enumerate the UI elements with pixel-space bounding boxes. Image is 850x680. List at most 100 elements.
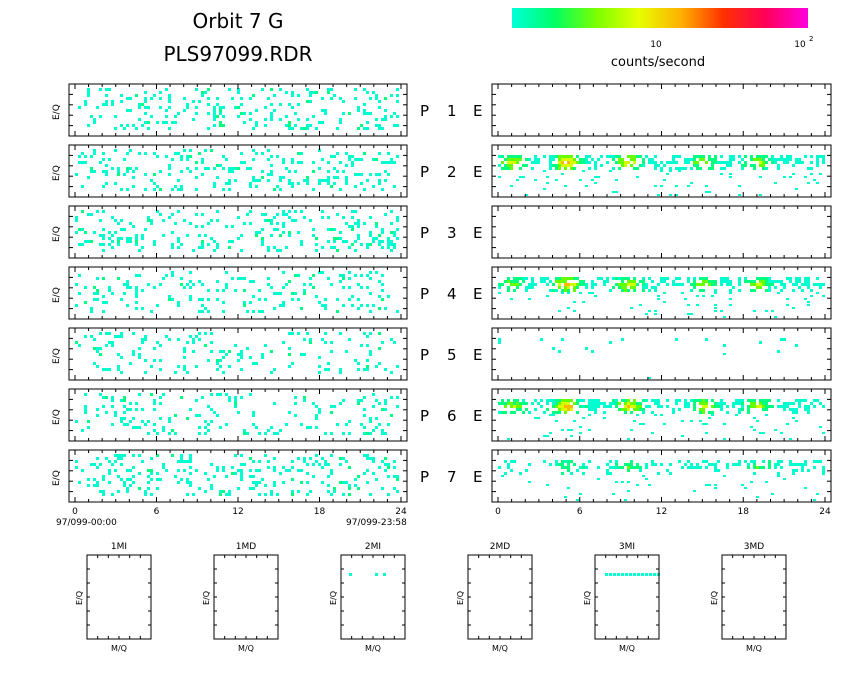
data-cell bbox=[138, 393, 141, 396]
data-cell bbox=[717, 469, 720, 472]
data-cell bbox=[624, 408, 627, 411]
data-cell bbox=[111, 405, 114, 408]
data-cell bbox=[360, 158, 363, 161]
data-cell bbox=[708, 484, 711, 486]
data-cell bbox=[150, 472, 153, 475]
data-cell bbox=[351, 210, 354, 213]
data-cell bbox=[339, 231, 342, 234]
data-cell bbox=[693, 399, 696, 402]
data-cell bbox=[333, 240, 336, 243]
data-cell bbox=[789, 277, 792, 280]
data-cell bbox=[792, 173, 795, 175]
data-cell bbox=[567, 466, 570, 469]
data-cell bbox=[366, 179, 369, 182]
data-cell bbox=[699, 158, 702, 161]
mass-panel-xlabel: M/Q bbox=[365, 644, 381, 653]
data-cell bbox=[291, 91, 294, 94]
data-cell bbox=[240, 396, 243, 399]
data-cell bbox=[390, 115, 393, 118]
data-cell bbox=[222, 490, 225, 493]
data-cell bbox=[285, 423, 288, 426]
data-cell bbox=[783, 405, 786, 408]
data-cell bbox=[126, 469, 129, 472]
data-cell bbox=[84, 240, 87, 243]
data-cell bbox=[576, 161, 579, 164]
data-cell bbox=[636, 167, 639, 170]
data-cell bbox=[612, 286, 615, 289]
data-cell bbox=[621, 283, 624, 286]
data-cell bbox=[504, 158, 507, 161]
data-cell bbox=[537, 402, 540, 405]
data-cell bbox=[396, 475, 399, 478]
data-cell bbox=[552, 164, 555, 167]
data-cell bbox=[624, 405, 627, 408]
data-cell bbox=[708, 158, 711, 161]
data-cell bbox=[111, 493, 114, 496]
data-cell bbox=[819, 173, 822, 175]
data-cell bbox=[624, 286, 627, 289]
data-cell bbox=[606, 277, 609, 280]
data-cell bbox=[99, 393, 102, 396]
row-label-p: P bbox=[420, 163, 429, 181]
data-cell bbox=[219, 112, 222, 115]
data-cell bbox=[390, 243, 393, 246]
data-cell bbox=[189, 222, 192, 225]
data-cell bbox=[357, 109, 360, 112]
data-cell bbox=[798, 161, 801, 164]
data-cell bbox=[177, 188, 180, 191]
data-cell bbox=[579, 158, 582, 161]
data-cell bbox=[210, 484, 213, 487]
data-cell bbox=[165, 155, 168, 158]
data-cell bbox=[330, 432, 333, 435]
data-cell bbox=[267, 429, 270, 432]
data-cell bbox=[795, 408, 798, 411]
data-cell bbox=[96, 289, 99, 292]
data-cell bbox=[711, 405, 714, 408]
data-cell bbox=[552, 155, 555, 158]
data-cell bbox=[777, 399, 780, 402]
data-cell bbox=[657, 164, 660, 167]
data-cell bbox=[273, 246, 276, 249]
data-cell bbox=[714, 289, 717, 292]
data-cell bbox=[378, 100, 381, 103]
data-cell bbox=[372, 393, 375, 396]
data-cell bbox=[285, 124, 288, 127]
data-cell bbox=[567, 289, 570, 292]
data-cell bbox=[576, 399, 579, 402]
data-cell bbox=[180, 188, 183, 191]
data-cell bbox=[201, 91, 204, 94]
data-cell bbox=[516, 155, 519, 158]
data-cell bbox=[273, 457, 276, 460]
data-cell bbox=[732, 463, 735, 466]
data-cell bbox=[555, 420, 558, 422]
data-cell bbox=[108, 472, 111, 475]
data-cell bbox=[249, 356, 252, 359]
mass-panel-title: 2MI bbox=[365, 542, 381, 552]
data-cell bbox=[267, 283, 270, 286]
data-cell bbox=[279, 88, 282, 91]
data-cell bbox=[591, 158, 594, 161]
data-cell bbox=[312, 188, 315, 191]
data-cell bbox=[387, 493, 390, 496]
data-cell bbox=[693, 164, 696, 167]
data-cell bbox=[240, 454, 243, 457]
data-cell bbox=[123, 423, 126, 426]
data-cell bbox=[525, 286, 528, 289]
data-cell bbox=[762, 158, 765, 161]
data-cell bbox=[702, 277, 705, 280]
data-cell bbox=[261, 213, 264, 216]
data-cell bbox=[633, 289, 636, 292]
data-cell bbox=[699, 277, 702, 280]
data-cell bbox=[168, 106, 171, 109]
data-cell bbox=[624, 399, 627, 402]
data-cell bbox=[555, 280, 558, 283]
data-cell bbox=[207, 478, 210, 481]
data-cell bbox=[561, 472, 564, 475]
data-cell bbox=[669, 463, 672, 466]
data-cell bbox=[294, 210, 297, 213]
data-cell bbox=[654, 286, 657, 289]
data-cell bbox=[723, 344, 726, 347]
data-cell bbox=[162, 277, 165, 280]
data-cell bbox=[183, 109, 186, 112]
data-cell bbox=[345, 164, 348, 167]
